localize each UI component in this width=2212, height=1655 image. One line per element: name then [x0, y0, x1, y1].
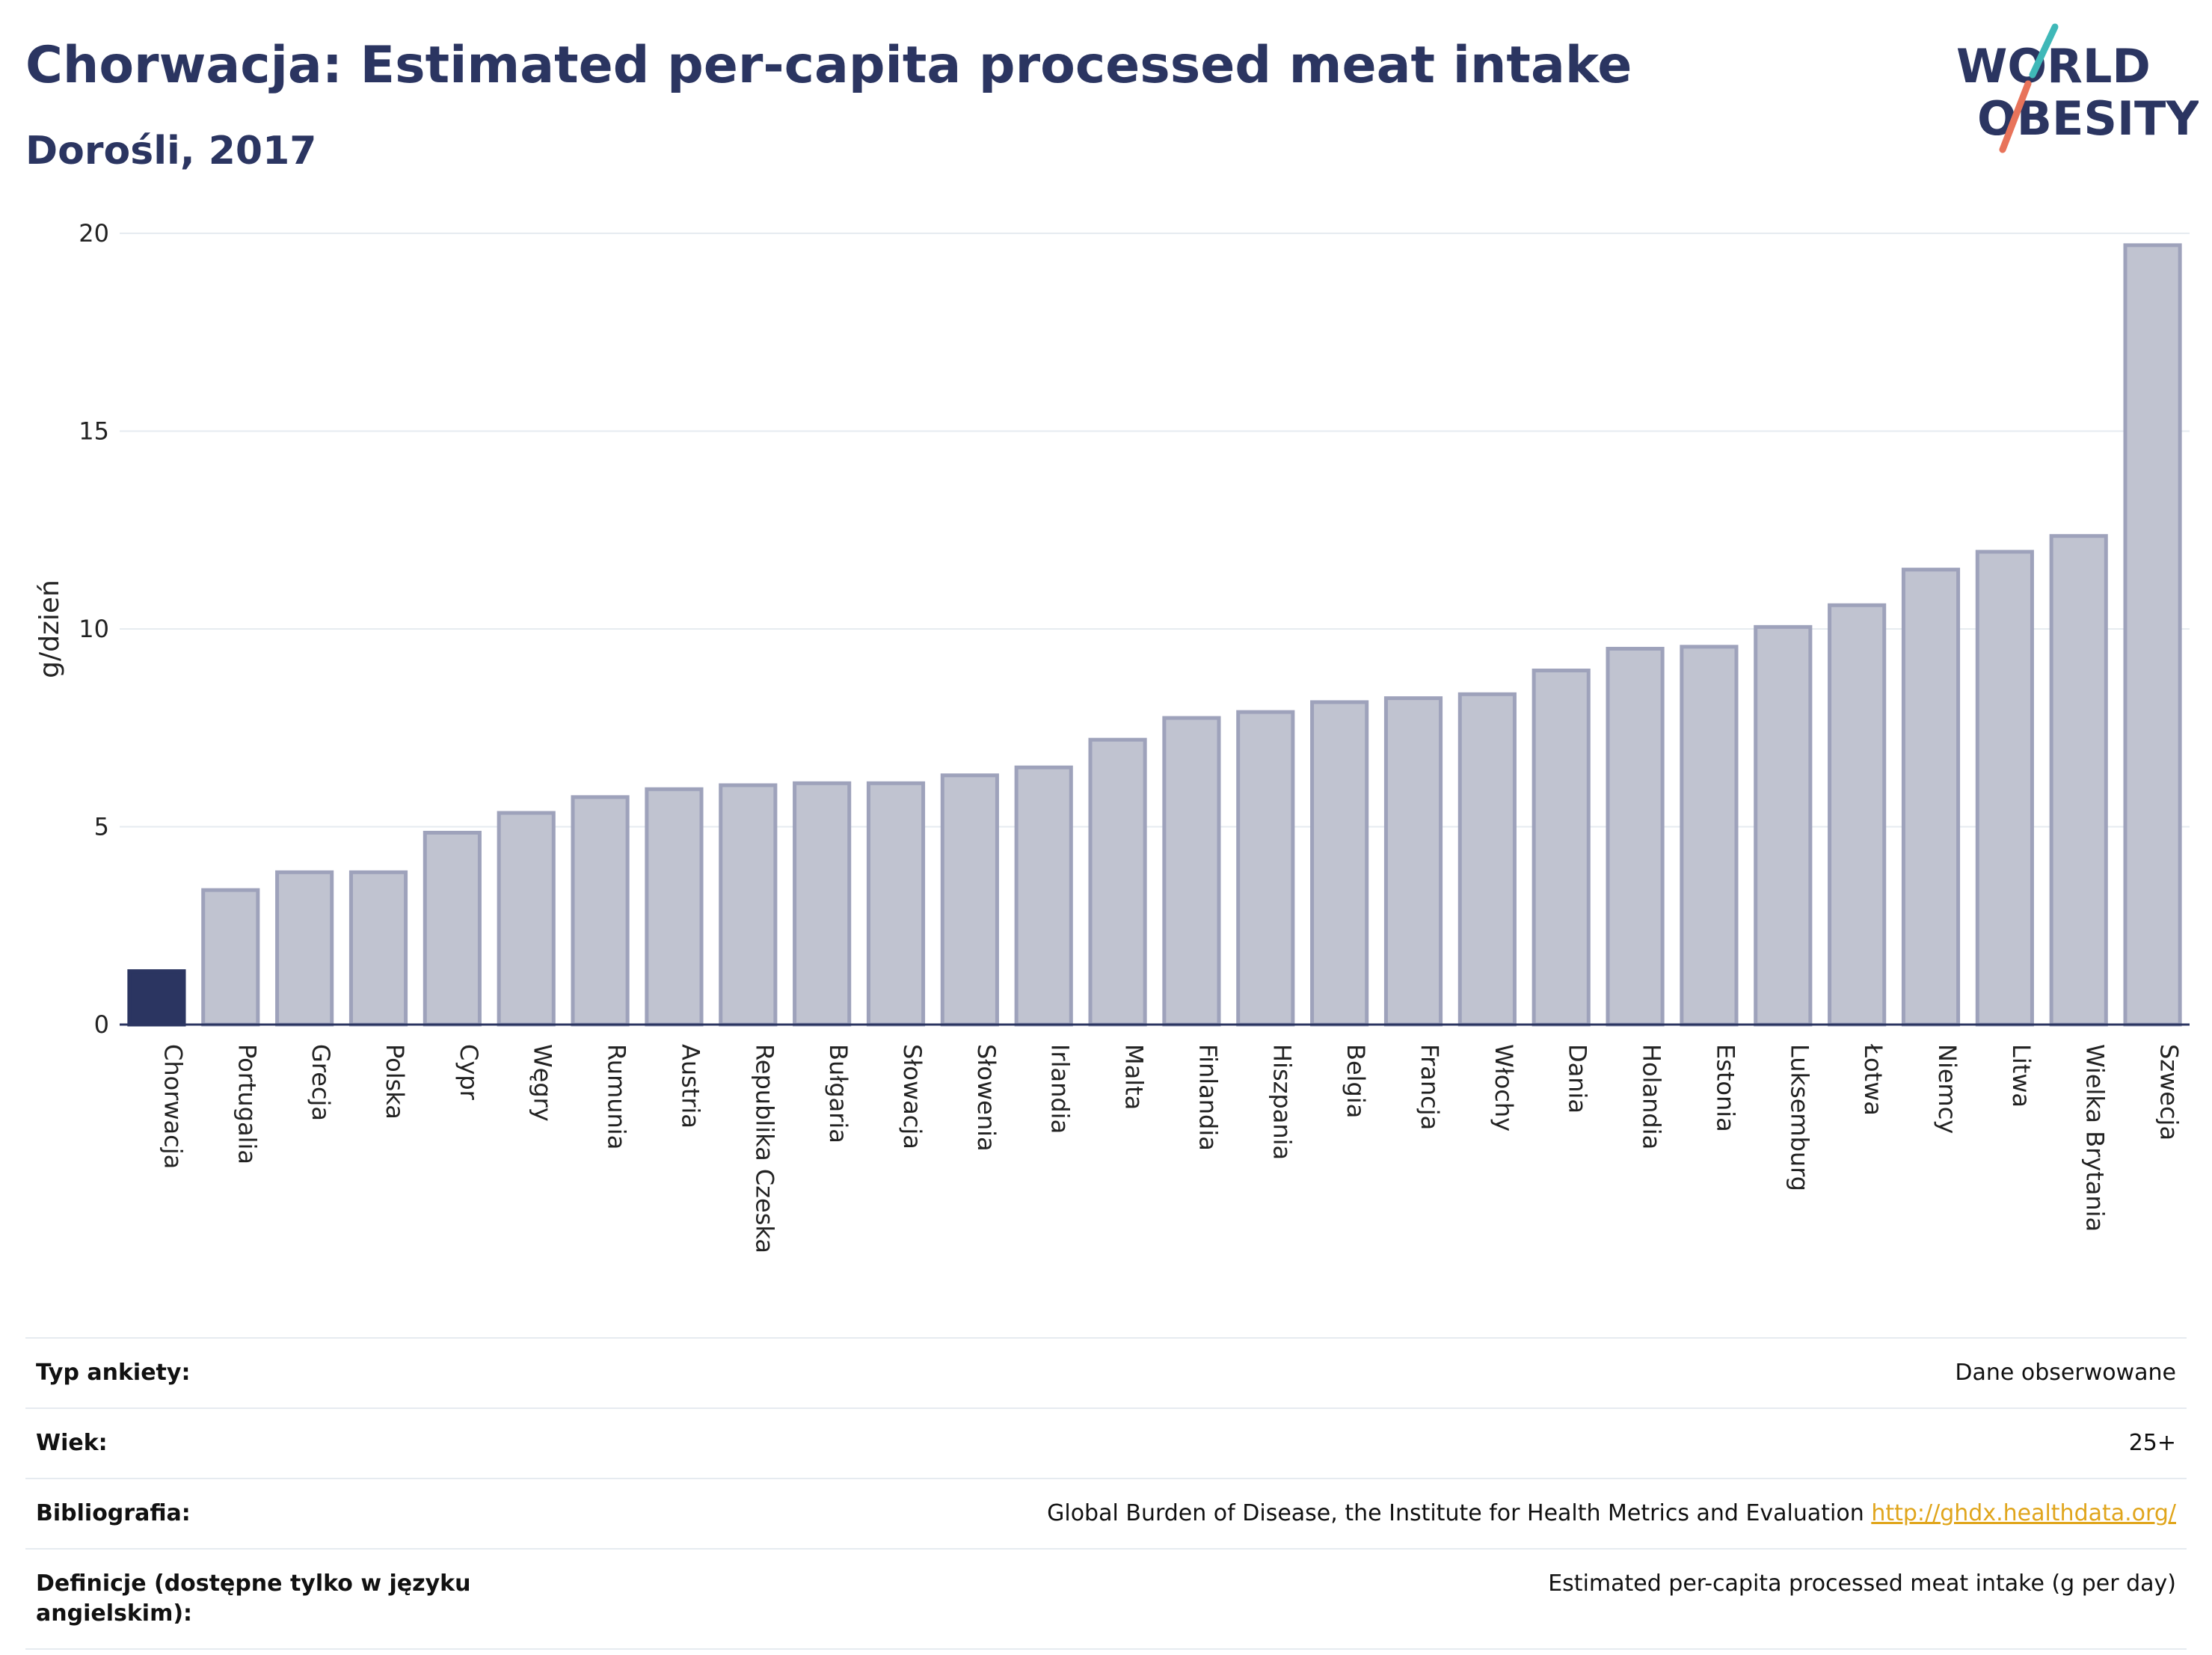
- bar[interactable]: [571, 795, 630, 1027]
- bar[interactable]: [793, 781, 852, 1027]
- bar[interactable]: [1088, 737, 1147, 1027]
- bar[interactable]: [1531, 669, 1591, 1027]
- x-tick-label: Belgia: [1342, 1044, 1370, 1118]
- bar[interactable]: [1457, 692, 1517, 1027]
- info-value-bibliography: Global Burden of Disease, the Institute …: [525, 1479, 2187, 1549]
- bar[interactable]: [1236, 710, 1295, 1027]
- x-tick-label: Chorwacja: [159, 1044, 187, 1169]
- bar[interactable]: [275, 870, 334, 1027]
- bars: [127, 243, 2182, 1027]
- logo-slash-coral: [1999, 80, 2032, 153]
- info-key: Typ ankiety:: [36, 1360, 191, 1386]
- bar[interactable]: [1014, 765, 1073, 1027]
- axes: 0 5 10 15 20 Chorwacja Portugalia Grecja Polska C…: [79, 219, 2190, 1253]
- x-tick-label: Węgry: [529, 1044, 557, 1122]
- bar[interactable]: [645, 787, 704, 1027]
- x-tick-label: Litwa: [2007, 1044, 2036, 1108]
- bar-chart: 0 5 10 15 20 Chorwacja Portugalia Grecja Polska C…: [34, 219, 2190, 1253]
- x-tick-label: Dania: [1564, 1044, 1592, 1114]
- info-row-survey-type: Typ ankiety: Dane obserwowane: [25, 1338, 2187, 1408]
- x-tick-label: Malta: [1120, 1044, 1149, 1110]
- bar[interactable]: [1310, 700, 1369, 1027]
- y-axis-title: g/dzień: [34, 580, 65, 678]
- x-tick-label: Rumunia: [603, 1044, 631, 1149]
- x-tick-label: Grecja: [307, 1044, 335, 1121]
- x-tick-label: Austria: [676, 1044, 704, 1129]
- y-tick-label: 20: [79, 219, 109, 248]
- x-tick-label: Wielka Brytania: [2081, 1044, 2110, 1232]
- bar[interactable]: [1975, 550, 2034, 1027]
- bar[interactable]: [127, 969, 186, 1027]
- info-row-definitions: Definicje (dostępne tylko w języku angie…: [25, 1549, 2187, 1649]
- x-tick-label: Niemcy: [1933, 1044, 1961, 1134]
- bar[interactable]: [497, 811, 556, 1027]
- info-key: Definicje (dostępne tylko w języku angie…: [36, 1570, 471, 1627]
- bar[interactable]: [348, 870, 408, 1027]
- bar[interactable]: [1606, 646, 1665, 1027]
- y-tick-label: 15: [79, 417, 109, 446]
- bar[interactable]: [201, 888, 260, 1027]
- world-obesity-logo: WORLD OBESITY: [1956, 23, 2199, 153]
- bibliography-text: Global Burden of Disease, the Institute …: [1047, 1500, 1864, 1526]
- x-tick-label: Cypr: [455, 1044, 483, 1101]
- x-tick-label: Słowacja: [898, 1044, 927, 1149]
- info-value: 25+: [2128, 1430, 2176, 1456]
- x-tick-label: Luksemburg: [1785, 1044, 1813, 1191]
- x-tick-label: Polska: [381, 1044, 409, 1120]
- bar[interactable]: [1901, 568, 1961, 1027]
- logo-word-world: WORLD: [1956, 39, 2151, 93]
- info-row-bibliography: Bibliografia: Global Burden of Disease, …: [25, 1479, 2187, 1549]
- bar[interactable]: [1828, 603, 1887, 1027]
- bar[interactable]: [2123, 243, 2182, 1027]
- bar[interactable]: [2049, 534, 2108, 1027]
- chart-title: Chorwacja: Estimated per-capita processe…: [25, 36, 1632, 95]
- x-tick-label: Portugalia: [233, 1044, 261, 1164]
- source-link[interactable]: http://ghdx.healthdata.org/: [1871, 1500, 2176, 1526]
- x-tick-label: Holandia: [1638, 1044, 1666, 1149]
- bar[interactable]: [1680, 645, 1739, 1027]
- bar[interactable]: [940, 773, 999, 1027]
- bar[interactable]: [1162, 716, 1221, 1027]
- info-key: Bibliografia:: [36, 1500, 191, 1526]
- info-value: Dane obserwowane: [1955, 1360, 2176, 1386]
- x-tick-label: Włochy: [1490, 1044, 1518, 1132]
- x-tick-label: Szwecja: [2155, 1044, 2184, 1140]
- info-row-age: Wiek: 25+: [25, 1408, 2187, 1479]
- bar[interactable]: [1754, 624, 1813, 1027]
- bar[interactable]: [719, 783, 778, 1027]
- info-key: Wiek:: [36, 1430, 108, 1456]
- chart-subtitle: Dorośli, 2017: [25, 129, 317, 174]
- x-tick-label: Łotwa: [1859, 1043, 1887, 1116]
- x-tick-label: Irlandia: [1046, 1044, 1075, 1134]
- x-tick-label: Francja: [1416, 1044, 1444, 1130]
- bar[interactable]: [1383, 696, 1443, 1027]
- x-tick-label: Estonia: [1711, 1044, 1739, 1132]
- y-tick-label: 0: [94, 1010, 109, 1039]
- x-tick-label: Słowenia: [972, 1044, 1001, 1152]
- y-tick-label: 5: [94, 813, 109, 841]
- logo-slash-teal: [2029, 23, 2059, 79]
- x-tick-label: Bułgaria: [824, 1044, 852, 1143]
- y-tick-label: 10: [79, 615, 109, 643]
- bar[interactable]: [866, 781, 926, 1027]
- info-value: Estimated per-capita processed meat inta…: [1548, 1570, 2176, 1597]
- x-tick-label: Hiszpania: [1268, 1044, 1296, 1160]
- bar[interactable]: [423, 830, 482, 1027]
- x-tick-label: Republika Czeska: [750, 1044, 778, 1253]
- info-table: Typ ankiety: Dane obserwowane Wiek: 25+ …: [25, 1337, 2187, 1650]
- x-tick-label: Finlandia: [1193, 1044, 1222, 1151]
